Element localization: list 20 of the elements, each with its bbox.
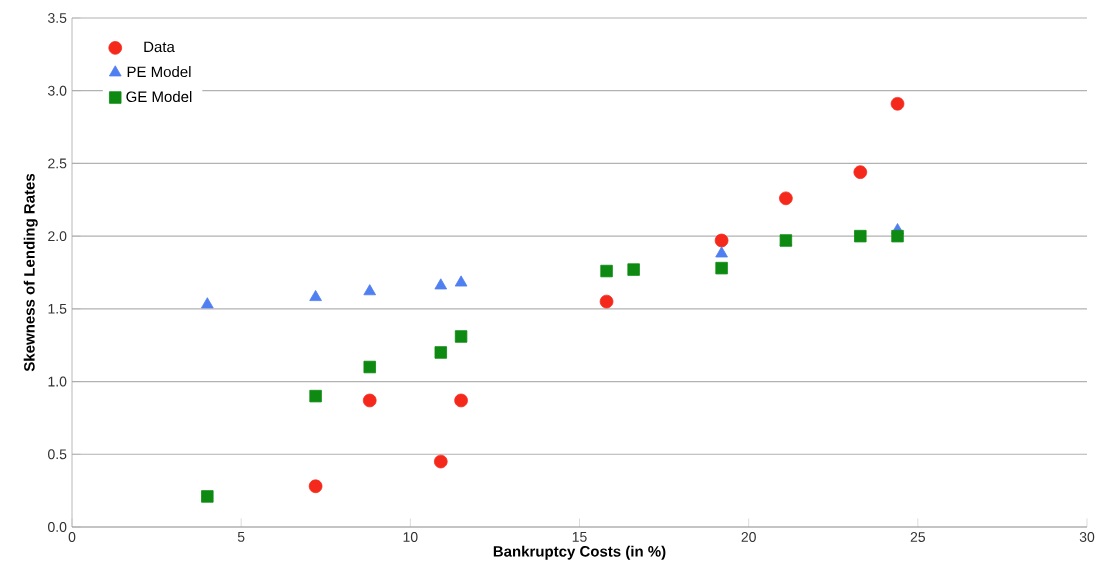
y-tick-label: 2.0 [48,231,67,242]
x-tick-label: 15 [572,532,587,542]
x-tick-label: 0 [68,532,76,542]
y-tick-label: 3.5 [48,13,67,23]
y-tick-label: 0.0 [48,522,67,532]
x-tick-label: 10 [403,532,418,542]
y-axis-title: Skewness of Lending Rates [23,173,38,372]
x-tick-label: 20 [741,532,756,542]
x-tick-label: 25 [910,532,926,542]
x-tick-label: 30 [1079,532,1095,542]
y-tick-label: 1.0 [48,376,67,387]
y-tick-label: 0.5 [48,449,67,460]
legend-label: Data [144,41,175,53]
y-tick-label: 2.5 [48,158,67,169]
y-tick-label: 1.5 [48,303,67,314]
y-tick-label: 3.0 [48,85,67,96]
legend-label: GE Model [126,91,192,103]
x-tick-label: 5 [237,532,245,542]
x-axis-title: Bankruptcy Costs (in %) [493,545,666,560]
legend-label: PE Model [127,66,191,78]
